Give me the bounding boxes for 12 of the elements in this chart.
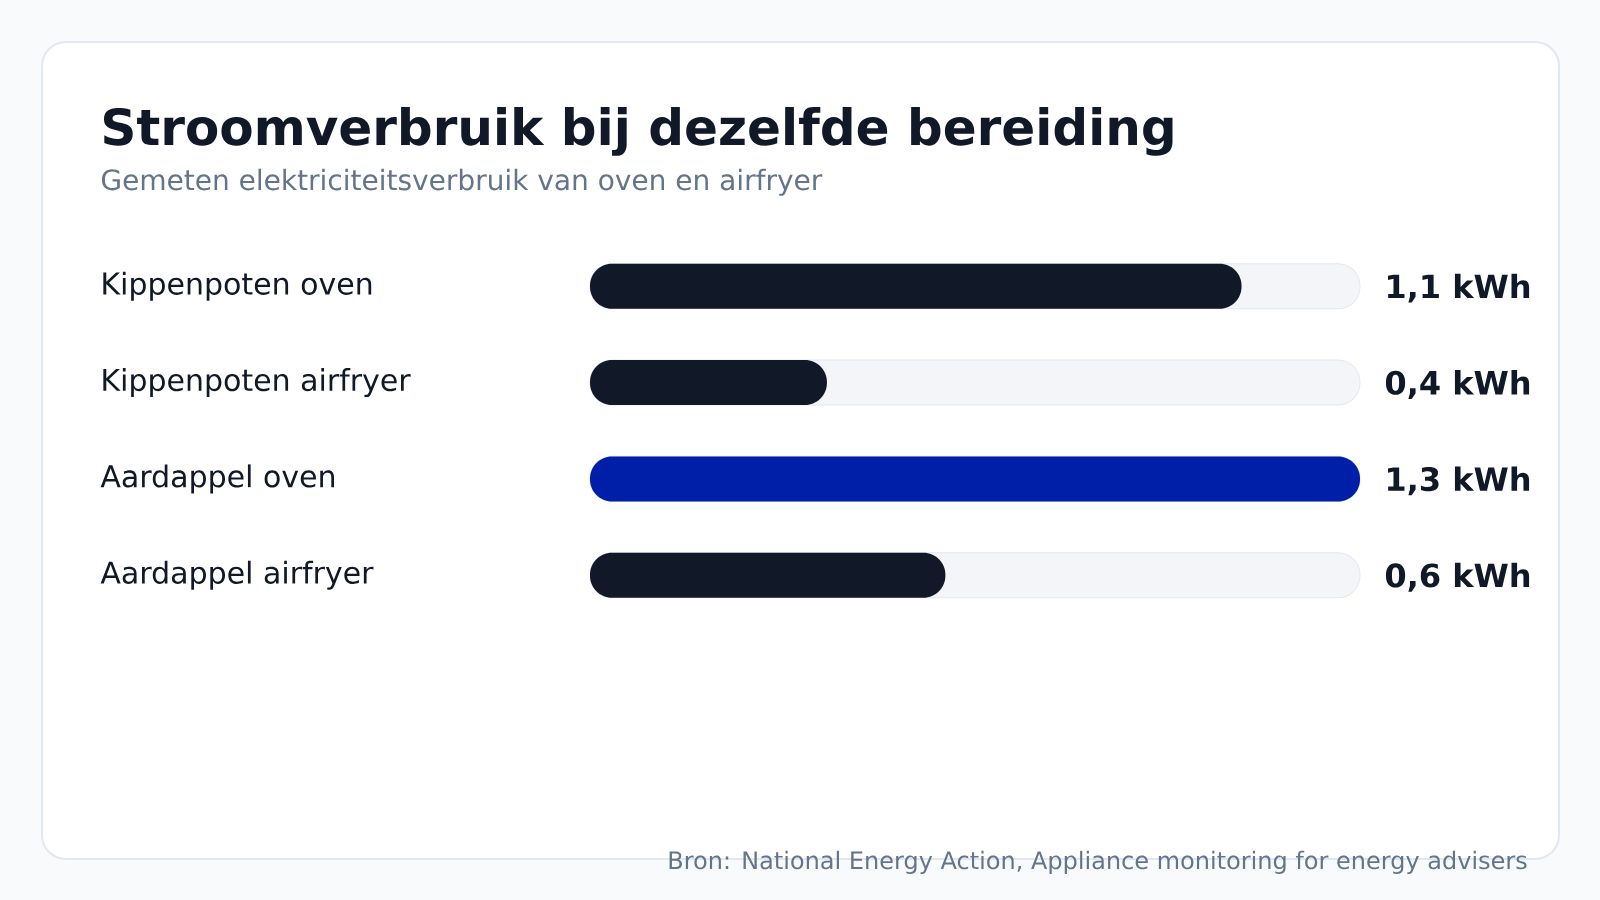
data-label: 0,6 kWh xyxy=(1385,562,1530,592)
chart-subtitle: Gemeten elektriciteitsverbruik van oven en airfryer xyxy=(101,168,823,196)
y-tick-label: Aardappel airfryer xyxy=(100,560,374,590)
y-tick-label: Aardappel oven xyxy=(100,464,334,494)
y-tick-label: Kippenpoten oven xyxy=(103,271,372,301)
data-label: 1,1 kWh xyxy=(1388,273,1530,303)
y-tick-label: Kippenpoten airfryer xyxy=(103,368,411,398)
text: Bron: National Energy Action, Appliance monitoring for energy advisers xyxy=(669,850,1527,874)
bar xyxy=(590,360,827,406)
data-label: 1,3 kWh xyxy=(1388,466,1530,496)
chart-title: Stroomverbruik bij dezelfde bereiding xyxy=(103,107,1173,156)
data-label: 0,4 kWh xyxy=(1385,370,1530,399)
